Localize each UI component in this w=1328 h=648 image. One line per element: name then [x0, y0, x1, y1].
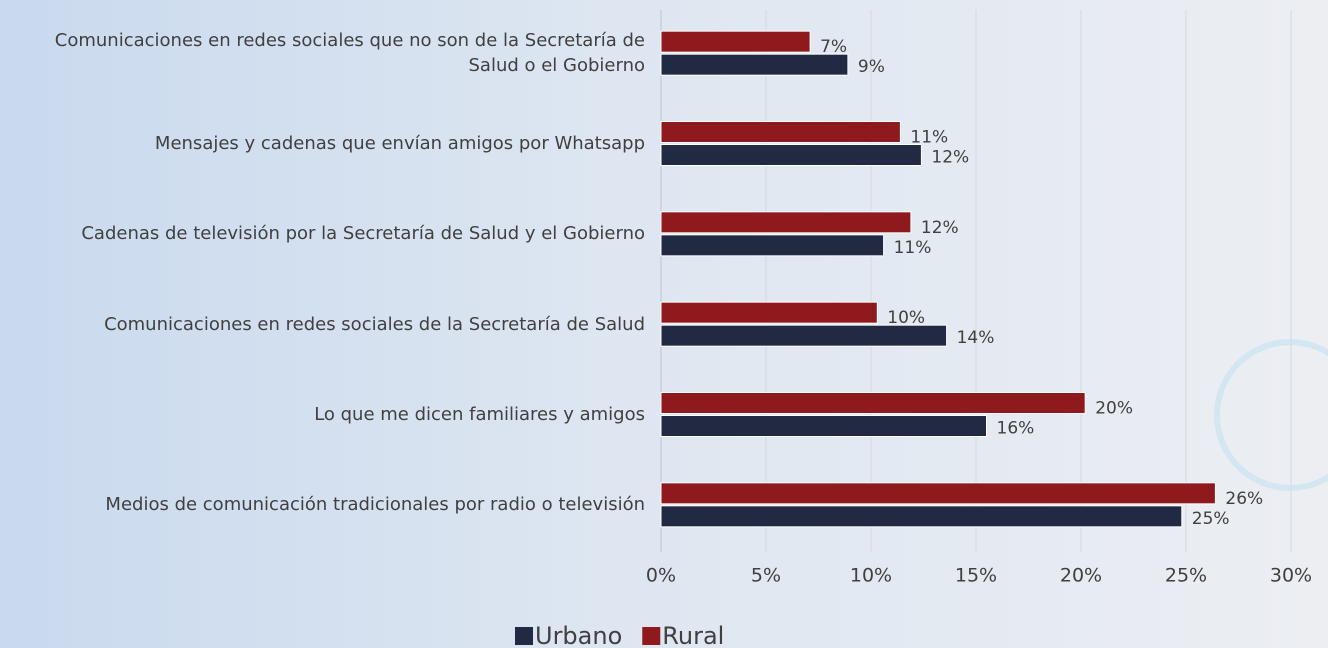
- data-label: 10%: [887, 308, 925, 328]
- data-label: 12%: [921, 218, 959, 238]
- data-label: 11%: [910, 128, 948, 148]
- x-tick-label: 30%: [1270, 565, 1312, 587]
- legend-swatch: [642, 627, 661, 645]
- bar: [660, 505, 1183, 528]
- bar: [660, 144, 922, 166]
- y-tick-label: Medios de comunicación tradicionales por…: [105, 494, 645, 516]
- y-tick-label: Comunicaciones en redes sociales que no …: [54, 30, 645, 77]
- data-label: 14%: [957, 328, 995, 348]
- bar: [660, 121, 901, 143]
- bar: [660, 53, 849, 76]
- data-label: 7%: [820, 37, 847, 57]
- bar: [660, 482, 1216, 505]
- data-label: 11%: [894, 238, 932, 258]
- legend-label: Urbano: [535, 622, 622, 648]
- x-tick-label: 0%: [646, 565, 676, 587]
- y-tick-label: Mensajes y cadenas que envían amigos por…: [154, 133, 645, 154]
- legend-label: Rural: [662, 622, 724, 648]
- bar: [660, 211, 912, 234]
- x-tick-label: 5%: [751, 565, 781, 587]
- bar: [660, 392, 1086, 414]
- data-label: 26%: [1225, 489, 1263, 509]
- x-tick-label: 25%: [1165, 565, 1207, 587]
- data-label: 12%: [931, 148, 969, 168]
- bar: [660, 30, 811, 53]
- bar: [660, 324, 948, 347]
- bar: [660, 301, 878, 324]
- y-tick-label: Cadenas de televisión por la Secretaría …: [81, 223, 645, 245]
- data-label: 25%: [1192, 509, 1230, 529]
- x-tick-label: 15%: [955, 565, 997, 587]
- x-tick-label: 10%: [850, 565, 892, 587]
- legend-swatch: [515, 627, 533, 645]
- bar: [660, 234, 885, 257]
- data-label: 20%: [1095, 399, 1133, 419]
- data-label: 16%: [997, 419, 1035, 439]
- x-tick-label: 20%: [1060, 565, 1102, 587]
- y-tick-label: Lo que me dicen familiares y amigos: [314, 404, 645, 425]
- bar: [660, 415, 987, 437]
- data-label: 9%: [858, 57, 885, 77]
- y-tick-label: Comunicaciones en redes sociales de la S…: [104, 313, 645, 335]
- decoration: [1214, 339, 1328, 491]
